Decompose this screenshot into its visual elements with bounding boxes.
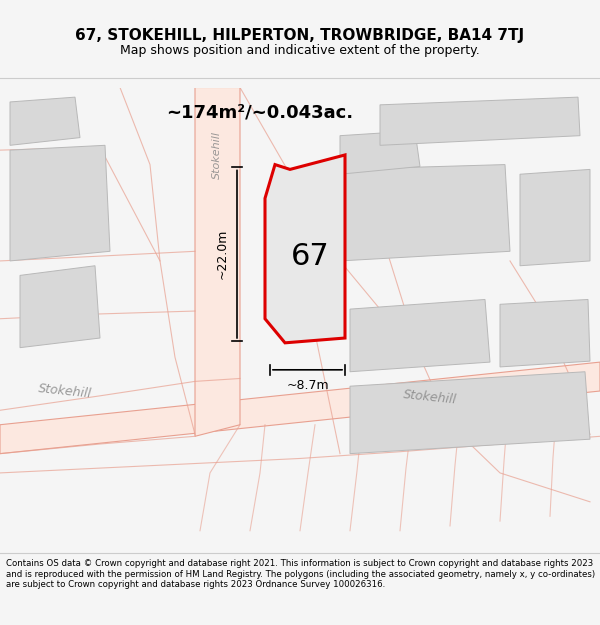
Polygon shape [350,299,490,372]
Polygon shape [340,131,420,174]
Polygon shape [195,88,240,436]
Text: 67: 67 [290,242,329,271]
Polygon shape [380,97,580,145]
Polygon shape [520,169,590,266]
Polygon shape [10,97,80,145]
Polygon shape [265,155,345,343]
Text: ~8.7m: ~8.7m [286,379,329,392]
Polygon shape [500,299,590,367]
Text: Stokehill: Stokehill [38,382,92,400]
Polygon shape [20,266,100,348]
Text: Stokehill: Stokehill [403,389,457,407]
Polygon shape [0,362,600,454]
Text: 67, STOKEHILL, HILPERTON, TROWBRIDGE, BA14 7TJ: 67, STOKEHILL, HILPERTON, TROWBRIDGE, BA… [76,28,524,43]
Text: Contains OS data © Crown copyright and database right 2021. This information is : Contains OS data © Crown copyright and d… [6,559,595,589]
Text: ~174m²/~0.043ac.: ~174m²/~0.043ac. [166,103,353,121]
Text: Stokehill: Stokehill [212,131,222,179]
Polygon shape [10,145,110,261]
Polygon shape [340,164,510,261]
Text: ~22.0m: ~22.0m [216,229,229,279]
Text: Map shows position and indicative extent of the property.: Map shows position and indicative extent… [120,44,480,57]
Polygon shape [350,372,590,454]
